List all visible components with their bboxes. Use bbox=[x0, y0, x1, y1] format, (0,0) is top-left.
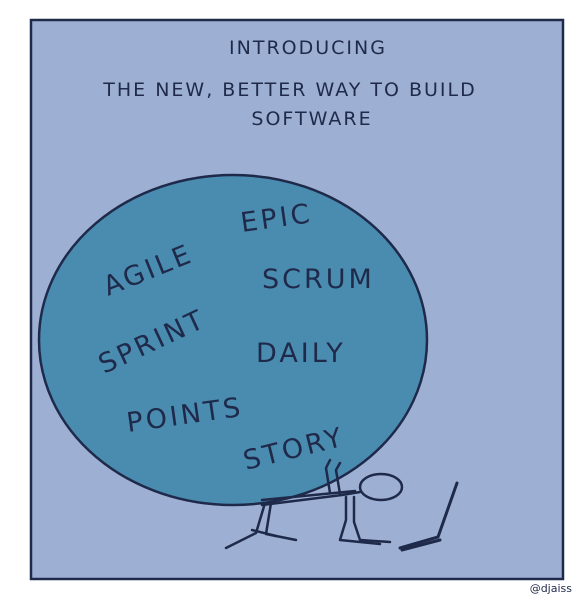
artist-credit: @djaiss bbox=[529, 582, 572, 595]
heading-software: SOFTWARE bbox=[251, 108, 372, 130]
word-daily: DAILY bbox=[256, 338, 346, 369]
heading-tagline: THE NEW, BETTER WAY TO BUILD bbox=[102, 79, 476, 101]
laptop-icon bbox=[398, 481, 459, 552]
stick-figure bbox=[224, 458, 404, 550]
word-scrum: SCRUM bbox=[262, 264, 375, 295]
heading-introducing: INTRODUCING bbox=[229, 37, 387, 59]
stick-figure-head bbox=[358, 472, 404, 502]
boulder bbox=[37, 173, 429, 507]
